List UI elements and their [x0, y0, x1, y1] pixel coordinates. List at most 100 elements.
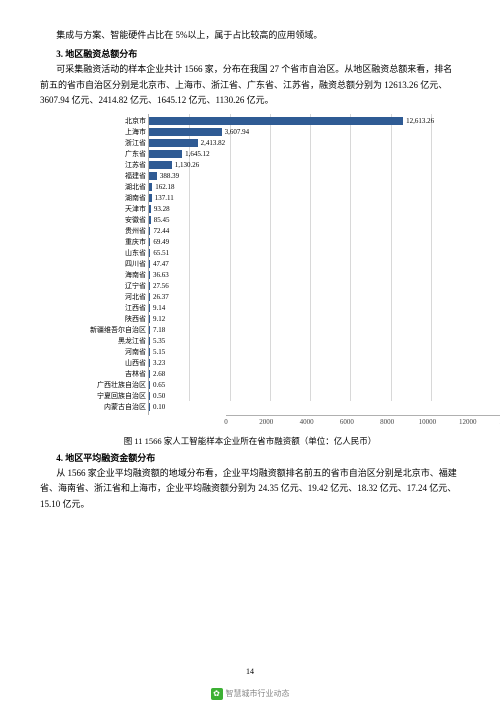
bar-row: 安徽省85.45 — [149, 215, 430, 226]
bar-label: 吉林省 — [71, 369, 149, 380]
bar-value: 0.10 — [150, 402, 165, 413]
bar-row: 河南省5.15 — [149, 347, 430, 358]
bar-value: 137.11 — [152, 193, 174, 204]
bar-value: 3,607.94 — [222, 127, 250, 138]
bar-value: 388.39 — [157, 171, 179, 182]
bar-row: 辽宁省27.56 — [149, 281, 430, 292]
x-tick: 0 — [224, 418, 228, 426]
section-4-heading: 4. 地区平均融资金额分布 — [40, 451, 460, 464]
bar-row: 四川省47.47 — [149, 259, 430, 270]
chart-caption: 图 11 1566 家人工智能样本企业所在省市融资额（单位：亿人民币） — [70, 435, 430, 447]
bar-row: 江苏省1,130.26 — [149, 160, 430, 171]
x-tick: 2000 — [259, 418, 273, 426]
bar — [149, 139, 198, 147]
bar-label: 宁夏回族自治区 — [71, 391, 149, 402]
bar-label: 安徽省 — [71, 215, 149, 226]
bar-label: 湖南省 — [71, 193, 149, 204]
bar-row: 重庆市69.49 — [149, 237, 430, 248]
x-tick: 8000 — [380, 418, 394, 426]
bar-row: 湖南省137.11 — [149, 193, 430, 204]
footer: ✿智慧城市行业动态 — [0, 688, 500, 700]
bar-row: 广东省1,645.12 — [149, 149, 430, 160]
wechat-icon: ✿ — [211, 688, 223, 700]
bar-label: 山西省 — [71, 358, 149, 369]
bar-value: 7.18 — [150, 325, 165, 336]
footer-text: 智慧城市行业动态 — [226, 689, 290, 698]
bar-value: 1,645.12 — [182, 149, 210, 160]
bar-label: 新疆维吾尔自治区 — [71, 325, 149, 336]
bar — [149, 150, 182, 158]
bar-value: 85.45 — [151, 215, 170, 226]
bar-row: 宁夏回族自治区0.50 — [149, 391, 430, 402]
bar-value: 162.18 — [152, 182, 174, 193]
bar-row: 江西省9.14 — [149, 303, 430, 314]
bar-label: 河北省 — [71, 292, 149, 303]
bar-row: 湖北省162.18 — [149, 182, 430, 193]
bar-label: 重庆市 — [71, 237, 149, 248]
bar-value: 72.44 — [150, 226, 169, 237]
bar — [149, 117, 403, 125]
bar — [149, 172, 157, 180]
x-tick: 12000 — [459, 418, 477, 426]
bar-value: 69.49 — [150, 237, 169, 248]
bar-label: 上海市 — [71, 127, 149, 138]
bar-label: 贵州省 — [71, 226, 149, 237]
bar-value: 0.50 — [150, 391, 165, 402]
x-tick: 6000 — [340, 418, 354, 426]
bar-row: 广西壮族自治区0.65 — [149, 380, 430, 391]
x-tick: 10000 — [419, 418, 437, 426]
bar-row: 上海市3,607.94 — [149, 127, 430, 138]
bar-value: 9.14 — [150, 303, 165, 314]
bar-label: 北京市 — [71, 116, 149, 127]
bar-row: 吉林省2.68 — [149, 369, 430, 380]
bar-label: 海南省 — [71, 270, 149, 281]
bar-row: 贵州省72.44 — [149, 226, 430, 237]
bar-label: 江苏省 — [71, 160, 149, 171]
bar-label: 内蒙古自治区 — [71, 402, 149, 413]
bar — [149, 161, 172, 169]
bar-value: 1,130.26 — [172, 160, 200, 171]
bar-value: 5.35 — [150, 336, 165, 347]
bar-value: 65.51 — [150, 248, 169, 259]
bar-value: 9.12 — [150, 314, 165, 325]
bar-label: 福建省 — [71, 171, 149, 182]
bar-label: 广西壮族自治区 — [71, 380, 149, 391]
bar-value: 26.37 — [150, 292, 169, 303]
bar-value: 0.65 — [150, 380, 165, 391]
bar-label: 陕西省 — [71, 314, 149, 325]
bar-row: 陕西省9.12 — [149, 314, 430, 325]
bar-value: 5.15 — [150, 347, 165, 358]
bar-label: 四川省 — [71, 259, 149, 270]
bar-label: 河南省 — [71, 347, 149, 358]
bar-label: 江西省 — [71, 303, 149, 314]
section-3-paragraph: 可采集融资活动的样本企业共计 1566 家，分布在我国 27 个省市自治区。从地… — [40, 62, 460, 108]
bar-value: 2,413.82 — [198, 138, 226, 149]
bar-row: 海南省36.63 — [149, 270, 430, 281]
bar-row: 北京市12,613.26 — [149, 116, 430, 127]
x-tick: 4000 — [300, 418, 314, 426]
bar-value: 3.23 — [150, 358, 165, 369]
bar-value: 27.56 — [150, 281, 169, 292]
bar-label: 辽宁省 — [71, 281, 149, 292]
bar-row: 山东省65.51 — [149, 248, 430, 259]
bar-row: 山西省3.23 — [149, 358, 430, 369]
bar-value: 36.63 — [150, 270, 169, 281]
bar-value: 47.47 — [150, 259, 169, 270]
bar-label: 黑龙江省 — [71, 336, 149, 347]
intro-paragraph: 集成与方案、智能硬件占比在 5%以上，属于占比较高的应用领域。 — [40, 28, 460, 43]
bar-label: 湖北省 — [71, 182, 149, 193]
bar-row: 天津市93.28 — [149, 204, 430, 215]
bar-row: 福建省388.39 — [149, 171, 430, 182]
bar-row: 浙江省2,413.82 — [149, 138, 430, 149]
regional-financing-chart: 北京市12,613.26上海市3,607.94浙江省2,413.82广东省1,6… — [70, 114, 430, 447]
bar-value: 12,613.26 — [403, 116, 434, 127]
bar-row: 黑龙江省5.35 — [149, 336, 430, 347]
page-number: 14 — [0, 667, 500, 676]
bar — [149, 128, 222, 136]
bar-label: 广东省 — [71, 149, 149, 160]
section-3-heading: 3. 地区融资总额分布 — [40, 47, 460, 60]
bar-value: 93.28 — [151, 204, 170, 215]
bar-label: 山东省 — [71, 248, 149, 259]
bar-row: 河北省26.37 — [149, 292, 430, 303]
section-4-paragraph: 从 1566 家企业平均融资额的地域分布看，企业平均融资额排名前五的省市自治区分… — [40, 466, 460, 512]
